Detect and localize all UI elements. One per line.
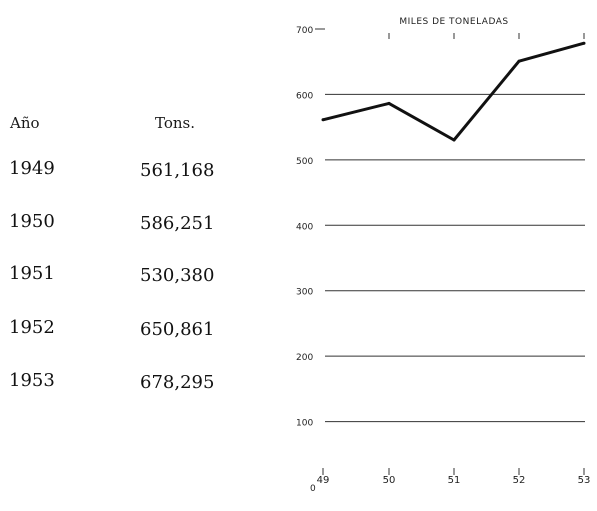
data-point [452,138,456,142]
x-tick-label: 52 [513,475,526,486]
series-line [322,41,585,142]
data-point [517,59,521,63]
y-tick-label: 100 [296,419,313,429]
y-tick-label: 300 [296,288,313,298]
y-tick-label: 600 [296,91,313,101]
y-tick-label: 200 [296,353,313,363]
data-point [582,41,586,45]
tons-cell: 530,380 [140,265,215,286]
y-tick-label: 400 [296,222,313,232]
year-cell: 1949 [9,158,55,179]
tons-cell: 650,861 [140,319,215,340]
year-column-header: Año [10,114,40,132]
tons-cell: 561,168 [140,160,215,181]
year-cell: 1951 [9,263,55,284]
tons-cell: 678,295 [140,372,215,393]
tons-column-header: Tons. [155,114,195,132]
year-cell: 1952 [9,317,55,338]
y-tick-label: 700 [296,26,313,36]
chart-title: MILES DE TONELADAS [399,17,508,27]
data-point [387,101,391,105]
y-tick-label: 500 [296,157,313,167]
year-cell: 1950 [9,211,55,232]
x-tick-label: 51 [448,475,461,486]
data-table: Año Tons. 1949 561,168 1950 586,251 1951… [0,0,280,511]
x-tick-label: 50 [383,475,396,486]
y-tick-label: 0 [310,484,316,494]
year-cell: 1953 [9,370,55,391]
x-tick-label: 53 [578,475,591,486]
tons-cell: 586,251 [140,213,215,234]
x-tick-label: 49 [317,475,330,486]
data-point [321,118,325,122]
